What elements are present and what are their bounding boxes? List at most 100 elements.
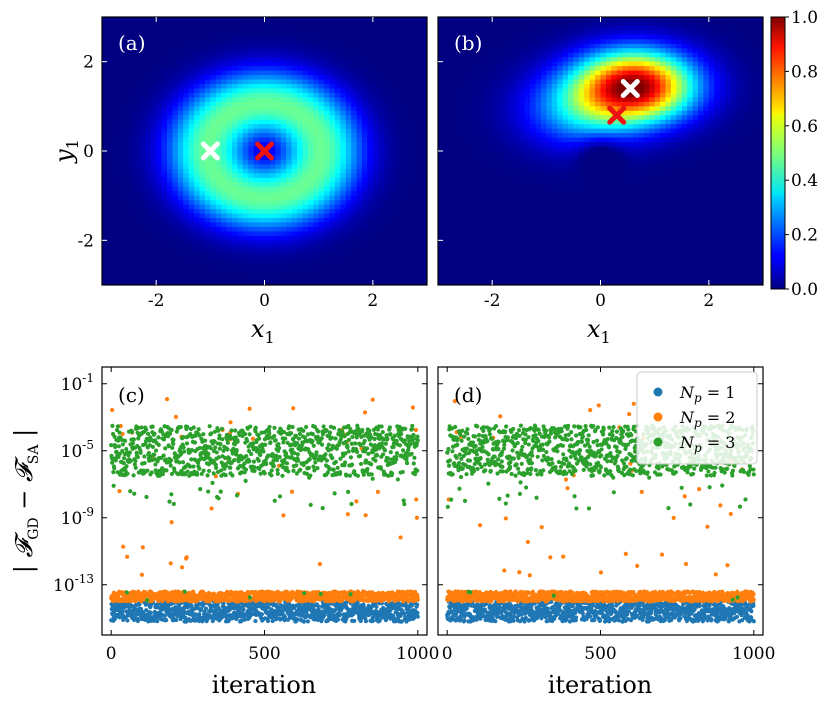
heat-cell <box>345 97 352 103</box>
heat-cell <box>497 213 504 219</box>
heat-cell <box>503 119 510 125</box>
heat-cell <box>259 240 266 246</box>
heat-cell <box>167 142 174 148</box>
heat-cell <box>486 204 493 210</box>
heat-cell <box>438 258 445 264</box>
heat-cell <box>150 48 157 54</box>
heat-cell <box>546 200 553 206</box>
heat-cell <box>345 133 352 139</box>
heat-cell <box>188 276 195 282</box>
heat-cell <box>264 48 271 54</box>
heat-cell <box>242 226 249 232</box>
heat-cell <box>551 25 558 31</box>
heat-cell <box>351 30 358 36</box>
heat-cell <box>486 97 493 103</box>
heat-cell <box>481 101 488 107</box>
heat-cell <box>551 124 558 130</box>
heat-cell <box>497 43 504 49</box>
heat-cell <box>535 271 542 277</box>
heat-cell <box>145 133 152 139</box>
heat-cell <box>540 79 547 85</box>
heat-cell <box>280 191 287 197</box>
heat-cell <box>177 173 184 179</box>
heat-cell <box>465 200 472 206</box>
heat-cell <box>215 84 222 90</box>
heat-cell <box>399 106 406 112</box>
heat-cell <box>519 235 526 241</box>
heat-cell <box>129 88 136 94</box>
heat-cell <box>242 231 249 237</box>
heat-cell <box>362 226 369 232</box>
heat-cell <box>454 137 461 143</box>
heat-cell <box>194 34 201 40</box>
heat-cell <box>438 177 445 183</box>
heat-cell <box>486 142 493 148</box>
heat-cell <box>307 70 314 76</box>
heat-cell <box>497 39 504 45</box>
heat-cell <box>269 195 276 201</box>
heat-cell <box>183 244 190 250</box>
heat-cell <box>221 66 228 72</box>
heat-cell <box>503 66 510 72</box>
heat-cell <box>508 146 515 152</box>
heat-cell <box>329 124 336 130</box>
heat-cell <box>340 84 347 90</box>
heat-cell <box>112 235 119 241</box>
heat-cell <box>269 191 276 197</box>
heat-cell <box>237 258 244 264</box>
heat-cell <box>513 253 520 259</box>
heat-cell <box>318 262 325 268</box>
heat-cell <box>530 177 537 183</box>
heat-cell <box>318 249 325 255</box>
heat-cell <box>459 159 466 165</box>
heat-cell <box>557 70 564 76</box>
heat-cell <box>150 231 157 237</box>
heat-cell <box>188 75 195 81</box>
heat-cell <box>546 84 553 90</box>
heat-cell <box>334 106 341 112</box>
heat-cell <box>394 177 401 183</box>
heat-cell <box>503 88 510 94</box>
heat-cell <box>269 97 276 103</box>
heat-cell <box>324 213 331 219</box>
heat-cell <box>161 267 168 273</box>
heat-cell <box>324 253 331 259</box>
heat-cell <box>378 218 385 224</box>
heat-cell <box>313 124 320 130</box>
heat-cell <box>492 75 499 81</box>
heat-cell <box>221 258 228 264</box>
heat-cell <box>204 173 211 179</box>
heat-cell <box>145 155 152 161</box>
heat-cell <box>215 200 222 206</box>
x-axis-label-a-var: x <box>251 315 265 343</box>
heat-cell <box>118 137 125 143</box>
heat-cell <box>481 249 488 255</box>
heat-cell <box>177 110 184 116</box>
heat-cell <box>438 133 445 139</box>
heat-cell <box>540 124 547 130</box>
heat-cell <box>199 75 206 81</box>
heat-cell <box>513 43 520 49</box>
heat-cell <box>318 173 325 179</box>
heat-cell <box>150 61 157 67</box>
heat-cell <box>340 267 347 273</box>
heat-cell <box>280 173 287 179</box>
heat-cell <box>372 52 379 58</box>
heat-cell <box>410 106 417 112</box>
heat-cell <box>107 168 114 174</box>
heat-cell <box>362 213 369 219</box>
heat-cell <box>307 128 314 134</box>
heat-cell <box>291 240 298 246</box>
heat-cell <box>399 133 406 139</box>
heat-cell <box>438 48 445 54</box>
heat-cell <box>389 182 396 188</box>
heat-cell <box>551 240 558 246</box>
heat-cell <box>356 142 363 148</box>
heat-cell <box>448 280 455 285</box>
heat-cell <box>177 253 184 259</box>
heat-cell <box>232 280 239 285</box>
heat-cell <box>356 226 363 232</box>
heat-cell <box>307 106 314 112</box>
heat-cell <box>215 204 222 210</box>
heat-cell <box>286 92 293 98</box>
